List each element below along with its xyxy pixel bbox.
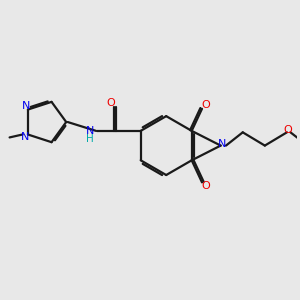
Text: O: O xyxy=(106,98,115,108)
Text: N: N xyxy=(218,139,226,149)
Text: N: N xyxy=(21,132,29,142)
Text: O: O xyxy=(201,100,210,110)
Text: N: N xyxy=(86,126,94,136)
Text: H: H xyxy=(86,134,94,144)
Text: O: O xyxy=(283,125,292,135)
Text: O: O xyxy=(201,181,210,191)
Text: N: N xyxy=(22,101,31,111)
